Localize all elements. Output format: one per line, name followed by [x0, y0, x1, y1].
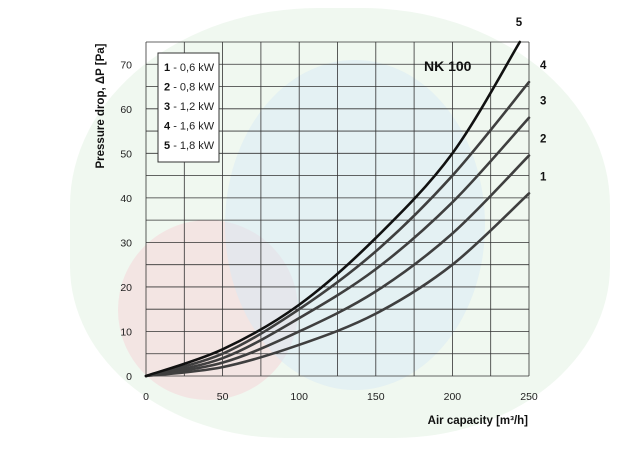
- legend-items: 1 - 0,6 kW2 - 0,8 kW3 - 1,2 kW4 - 1,6 kW…: [164, 62, 215, 152]
- x-tick-label: 200: [444, 391, 462, 403]
- curve-label-1: 1: [540, 171, 547, 183]
- curve-1: [144, 192, 531, 378]
- tick-labels: 0 50 100 150 200 250 0 10 20 30 40 50 60 70: [120, 59, 538, 403]
- y-tick-label: 40: [120, 193, 132, 205]
- y-tick-label: 70: [120, 59, 132, 71]
- x-tick-label: 250: [520, 391, 538, 403]
- legend-box: [157, 52, 220, 163]
- legend-item-number: 2: [164, 82, 173, 94]
- y-axis-label: Pressure drop, ΔP [Pa]: [95, 43, 107, 168]
- legend-item-number: 5: [164, 140, 173, 152]
- curve-label-4: 4: [540, 60, 547, 72]
- x-tick-label: 150: [367, 391, 385, 403]
- legend-item-number: 1: [164, 62, 173, 74]
- legend-item-text: - 1,8 kW: [173, 140, 215, 152]
- curve-label-2: 2: [540, 134, 546, 146]
- y-tick-label: 20: [120, 282, 132, 294]
- y-tick-label: 60: [120, 104, 132, 116]
- y-tick-label: 10: [120, 326, 132, 338]
- legend-item-text: - 0,8 kW: [173, 82, 215, 94]
- x-tick-label: 100: [290, 391, 308, 403]
- legend-item-text: - 1,6 kW: [173, 121, 215, 133]
- curve-label-5: 5: [516, 17, 523, 29]
- legend-item-number: 4: [164, 121, 173, 133]
- legend-item: 2 - 0,8 kW: [164, 82, 215, 94]
- y-tick-label: 0: [126, 371, 132, 383]
- curve-label-3: 3: [540, 96, 546, 108]
- x-tick-label: 50: [217, 391, 229, 403]
- legend-item: 5 - 1,8 kW: [164, 140, 215, 152]
- legend-item-text: - 1,2 kW: [173, 101, 215, 113]
- curve-4: [144, 80, 531, 378]
- grid: [145, 41, 530, 377]
- curve-2: [144, 154, 531, 378]
- y-tick-label: 50: [120, 148, 132, 160]
- curve-5: [144, 40, 522, 378]
- y-tick-label: 30: [120, 237, 132, 249]
- curve-labels: 1 2 3 4 5: [516, 17, 547, 183]
- curves: [144, 40, 531, 378]
- x-axis-label: Air capacity [m³/h]: [428, 415, 528, 427]
- model-label: NK 100: [424, 58, 472, 74]
- curve-3: [144, 116, 531, 378]
- legend-item: 3 - 1,2 kW: [164, 101, 215, 113]
- legend-item: 1 - 0,6 kW: [164, 62, 215, 74]
- x-tick-label: 0: [143, 391, 149, 403]
- legend-item-text: - 0,6 kW: [173, 62, 215, 74]
- legend-item: 4 - 1,6 kW: [164, 121, 215, 133]
- legend: 1 - 0,6 kW2 - 0,8 kW3 - 1,2 kW4 - 1,6 kW…: [157, 52, 220, 163]
- legend-item-number: 3: [164, 101, 173, 113]
